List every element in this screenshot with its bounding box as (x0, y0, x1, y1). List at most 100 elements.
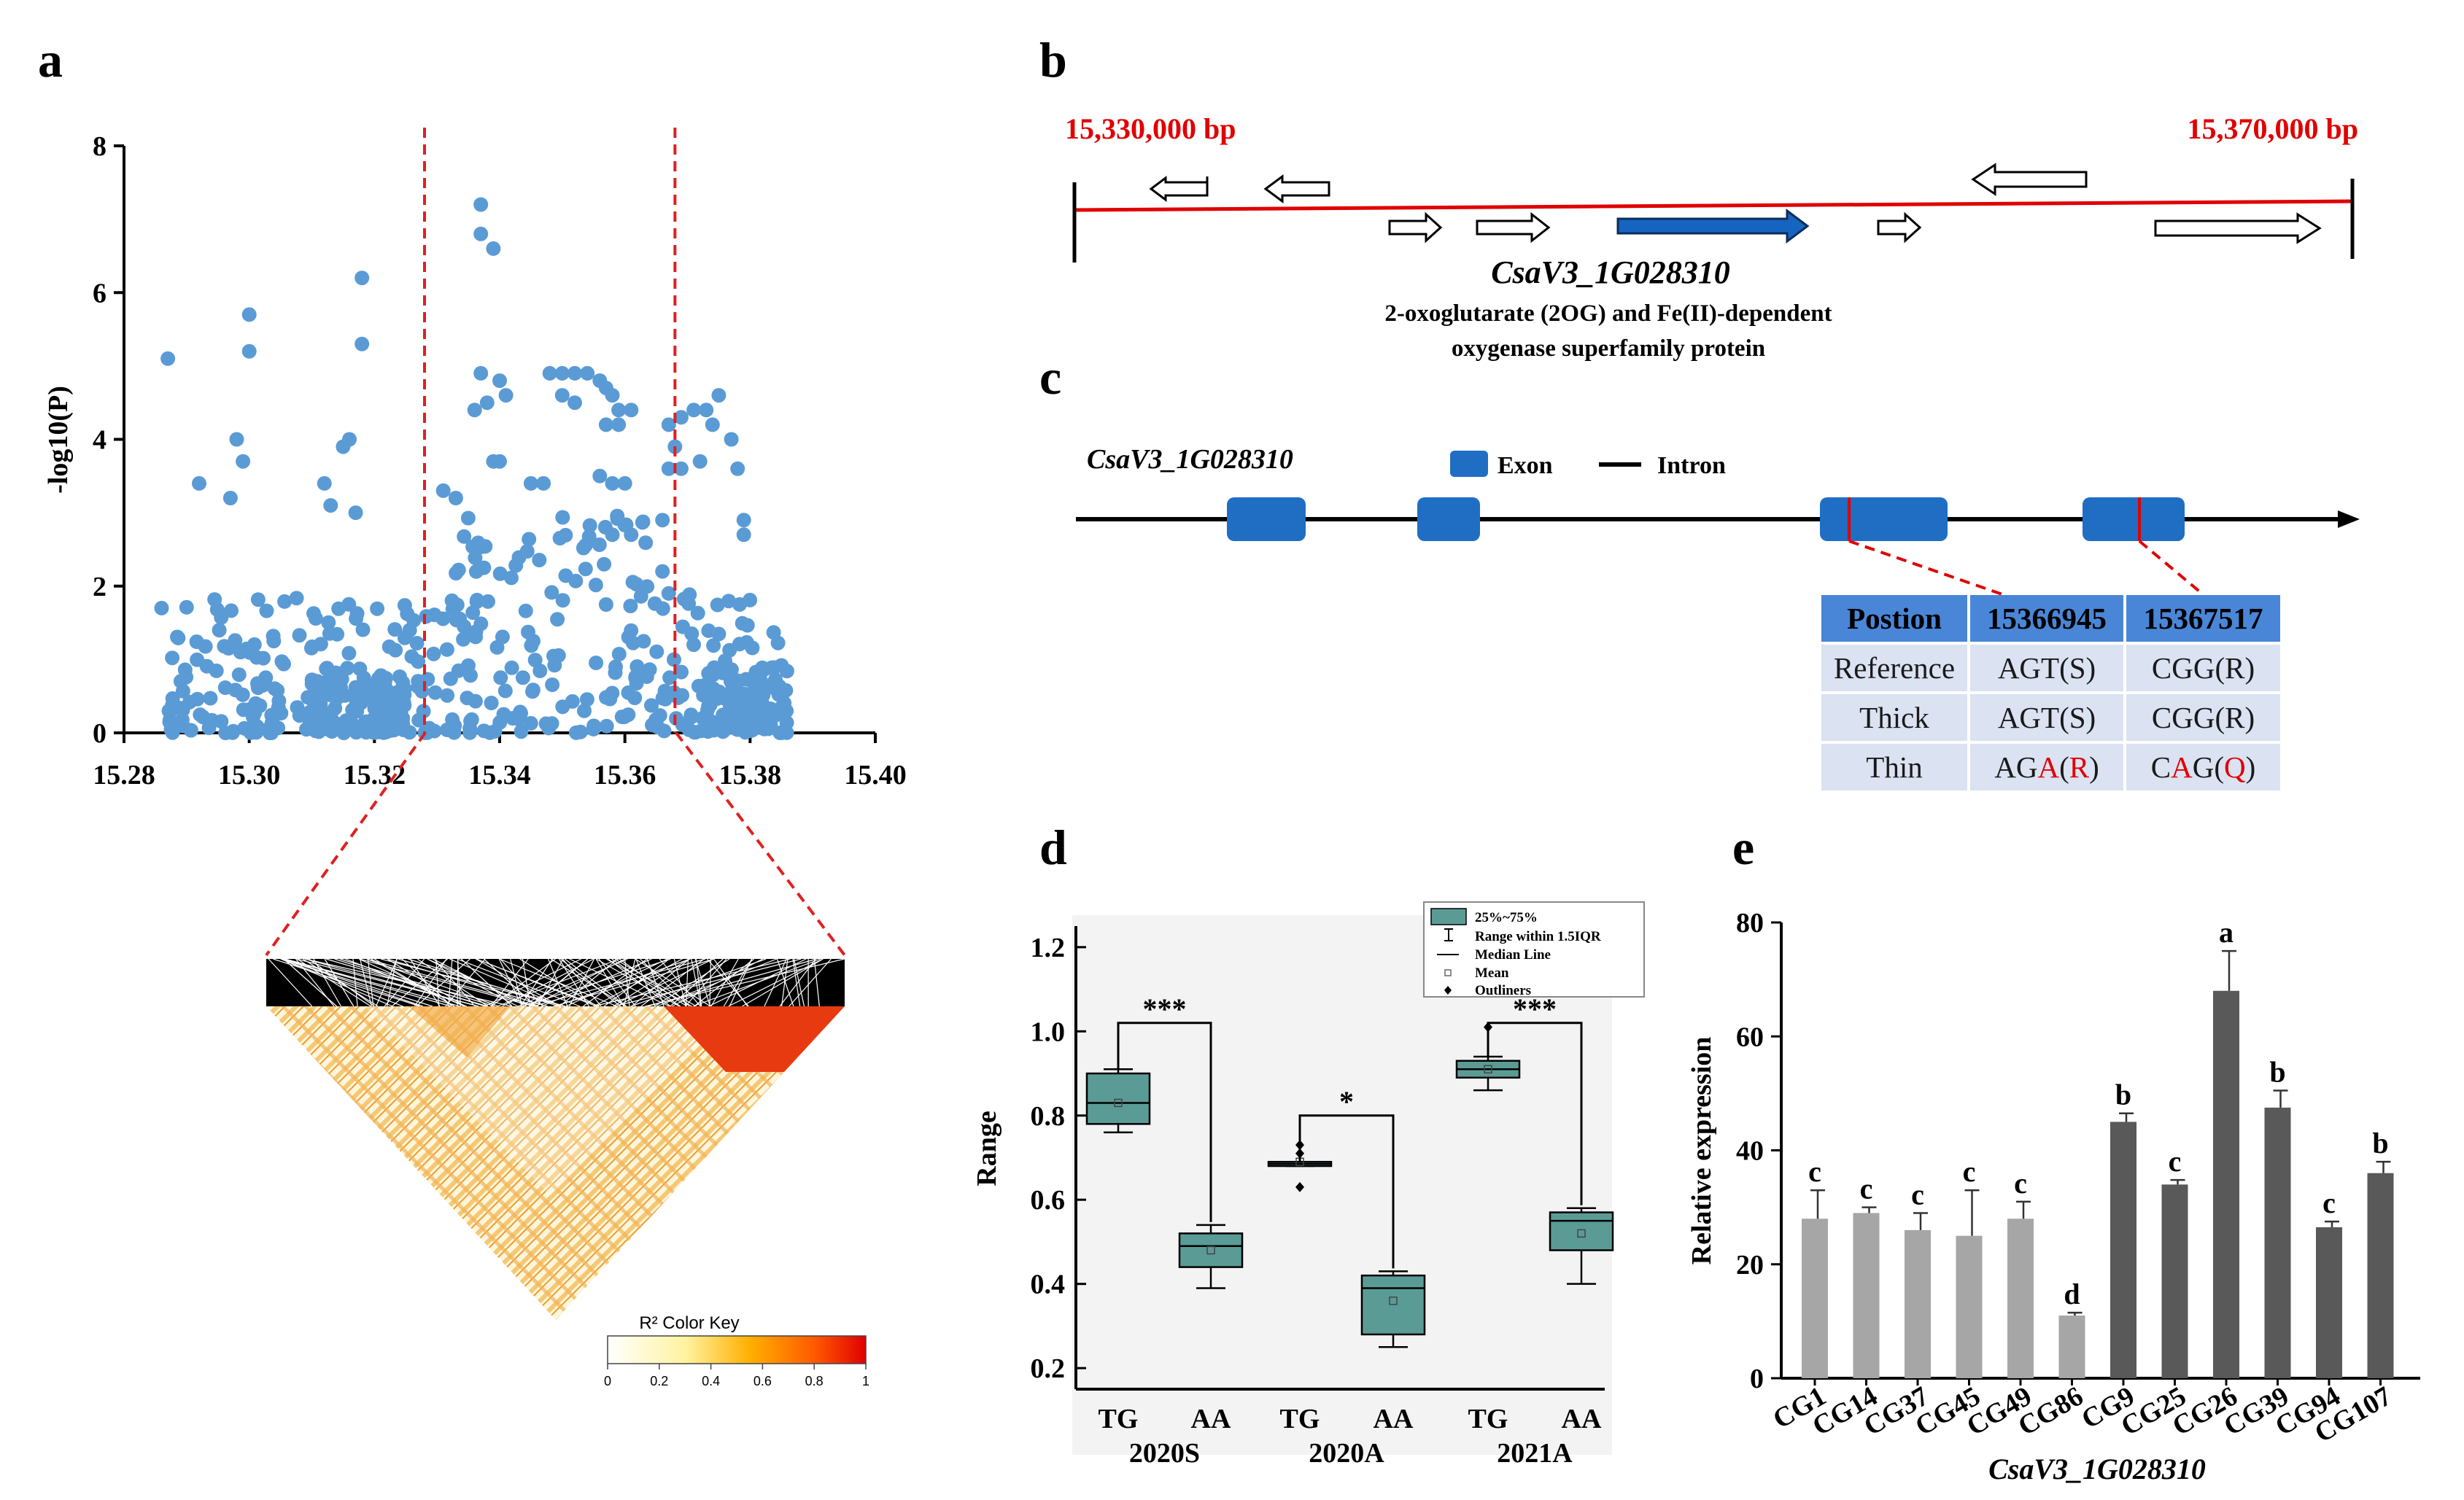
snp-point (610, 508, 625, 524)
ld-snp-line (417, 958, 489, 1007)
ld-snp-line (352, 958, 358, 1007)
ld-snp-line (359, 958, 534, 1007)
row-cell: AGT(S) (1970, 694, 2123, 741)
snp-point (581, 529, 597, 544)
snp-point (154, 600, 169, 615)
snp-point (699, 403, 714, 418)
snp-point (395, 716, 411, 731)
exon-1 (1227, 497, 1306, 541)
bar-ylabel: Relative expression (1686, 1037, 1717, 1265)
snp-point (323, 498, 338, 513)
legend-range: Range within 1.5IQR (1475, 929, 1601, 944)
y-tick-label: 0.6 (1031, 1185, 1066, 1216)
snp-point (177, 662, 193, 677)
legend-exon-label: Exon (1498, 452, 1553, 479)
row-cell: CAG(Q) (2126, 744, 2280, 790)
ld-snp-line (644, 958, 845, 1007)
target-gene-arrow (1616, 209, 1810, 244)
snp-point (317, 475, 332, 491)
ld-snp-line (624, 958, 630, 1007)
snp-point (427, 607, 442, 623)
snp-point (473, 365, 489, 381)
ld-snp-line (273, 958, 420, 1007)
snp-point (292, 628, 307, 643)
snp-point (228, 633, 243, 648)
box-mean (1389, 1297, 1398, 1305)
ld-snp-line (517, 958, 628, 1007)
snp-point (473, 197, 489, 212)
snp-point (276, 656, 291, 672)
snp-point (289, 591, 304, 606)
snp-point (662, 670, 678, 685)
snp-point (492, 373, 507, 388)
snp-point (592, 468, 608, 483)
ld-snp-line (532, 958, 706, 1007)
snp-point (692, 454, 708, 469)
snp-point (536, 475, 551, 491)
ld-snp-line (391, 958, 448, 1007)
snp-point (525, 684, 540, 699)
snp-point (465, 605, 481, 621)
legend-outliers: Outliners (1475, 983, 1531, 998)
gene-arrow-left-3 (1971, 163, 2088, 196)
snp-point (367, 719, 381, 734)
box-iqr (1549, 1211, 1614, 1251)
x-tick-label: 15.38 (719, 760, 782, 790)
y-tick-label: 0.8 (1031, 1101, 1066, 1132)
snp-point (467, 403, 482, 418)
snp-point (599, 718, 614, 734)
seq-part: G( (2192, 750, 2224, 784)
snp-point (406, 613, 422, 628)
snp-point (514, 724, 529, 739)
ld-snp-line (433, 958, 527, 1007)
snp-point (231, 667, 247, 683)
snp-point (684, 626, 700, 641)
target-gene-name: CsaV3_1G028310 (1491, 254, 1730, 290)
snp-point (769, 707, 784, 723)
significance-letter: c (2169, 1145, 2182, 1178)
snp-point (527, 653, 543, 668)
bar (1905, 1229, 1931, 1378)
significance-letter: c (1911, 1178, 1924, 1211)
snp-table-header: Postion 15366945 15367517 (1821, 595, 2280, 642)
snp-point (511, 550, 527, 565)
snp-point (673, 410, 689, 425)
snp-point (703, 664, 718, 680)
ld-snp-line (457, 958, 459, 1007)
ld-snp-line (384, 958, 425, 1007)
snp-point (621, 629, 636, 645)
snp-point (623, 599, 638, 613)
snp-point (753, 674, 769, 689)
snp-point (165, 650, 180, 666)
box-mean (1577, 1229, 1586, 1238)
snp-point (166, 717, 181, 732)
snp-point (468, 693, 483, 709)
snp-point (686, 403, 702, 418)
bar (1802, 1219, 1828, 1378)
legend-whisker-icon (1444, 928, 1453, 941)
significance-bracket (1487, 1022, 1583, 1205)
snp-point (241, 307, 257, 322)
snp-point (690, 605, 705, 621)
snp-point (247, 637, 262, 652)
snp-point (249, 725, 264, 740)
snp-point (338, 713, 354, 728)
snp-point (649, 644, 665, 659)
panel-label-b: b (1039, 32, 1067, 88)
ld-snp-line (308, 958, 375, 1007)
snp-point (740, 618, 755, 633)
ld-snp-line (282, 958, 423, 1007)
snp-point (207, 592, 222, 607)
snp-point (732, 596, 747, 612)
bar (2110, 1122, 2136, 1378)
snp-point (361, 686, 376, 702)
snp-point (473, 226, 489, 241)
snp-point (225, 723, 241, 739)
gene-arrow-left-2 (1263, 174, 1330, 203)
snp-point (515, 670, 530, 685)
snp-point (330, 626, 345, 642)
snp-point (229, 432, 244, 447)
snp-point (705, 417, 720, 432)
snp-point (481, 594, 495, 609)
snp-point (577, 703, 592, 718)
